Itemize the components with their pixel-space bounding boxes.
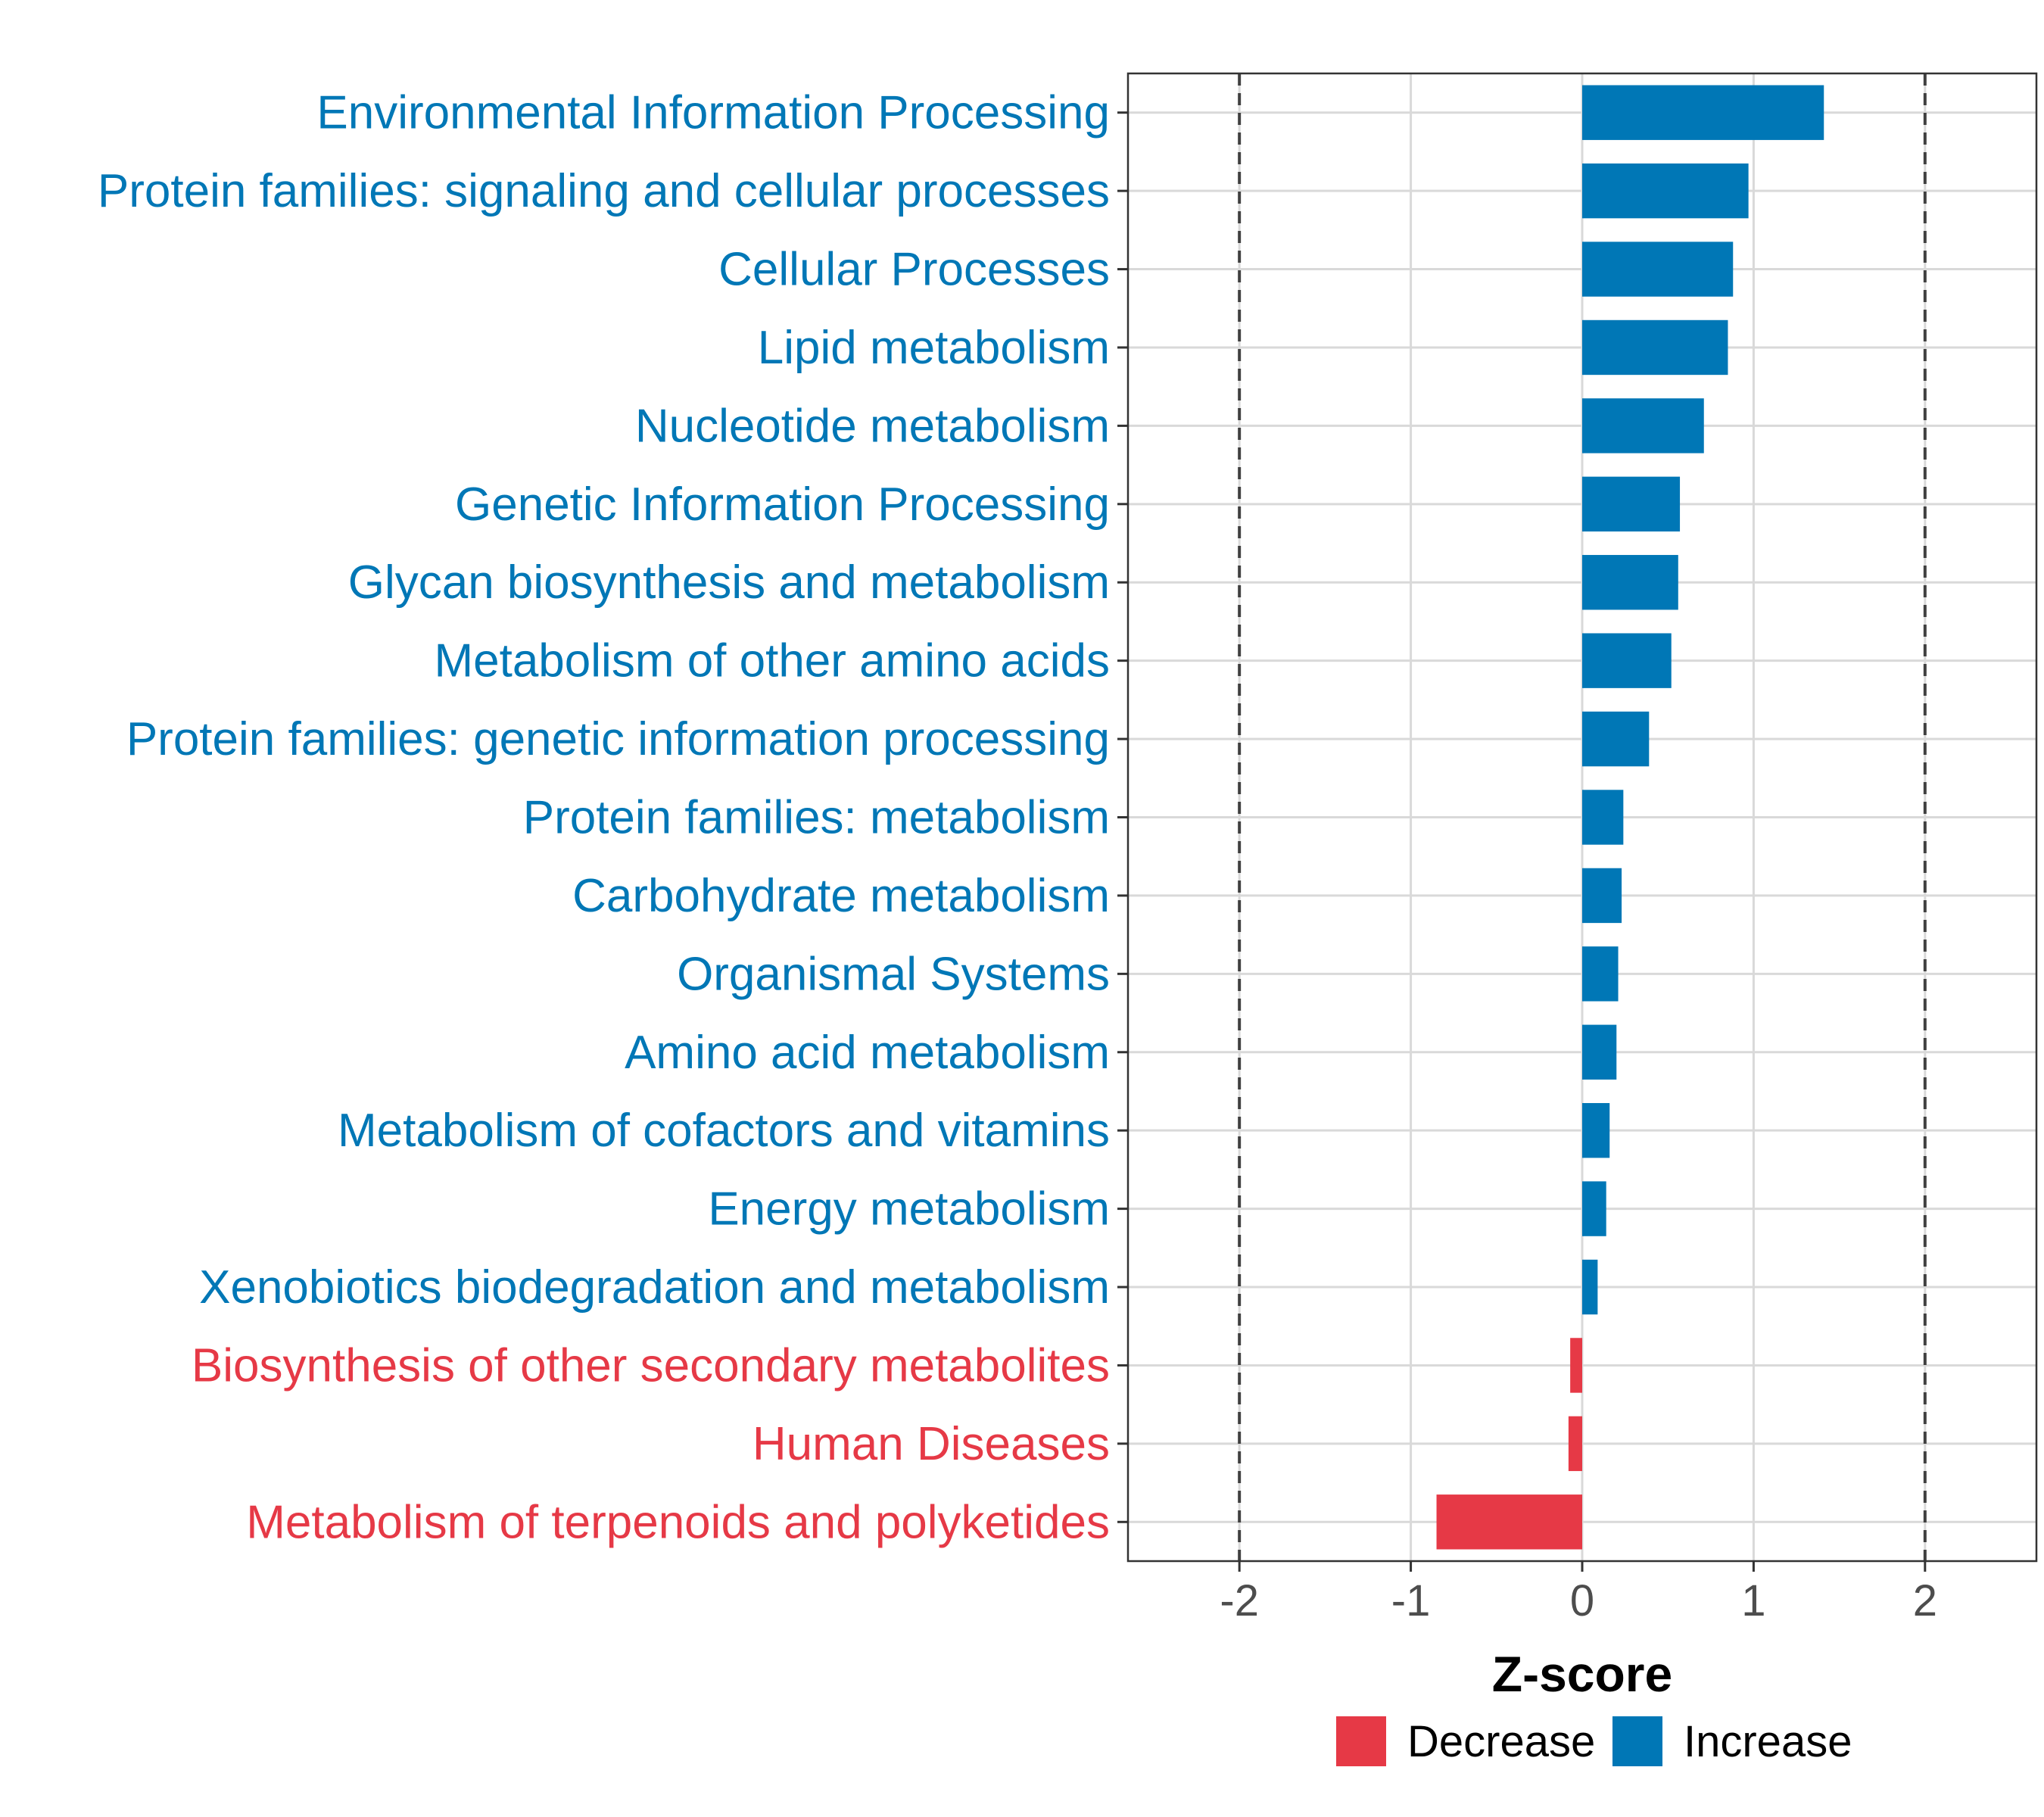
- x-tick-label: 1: [1741, 1576, 1765, 1625]
- bar: [1570, 1338, 1582, 1393]
- y-axis-ticks: [1117, 111, 1128, 1523]
- category-label: Protein families: genetic information pr…: [126, 713, 1110, 765]
- category-label: Nucleotide metabolism: [635, 400, 1110, 452]
- bar: [1582, 398, 1704, 453]
- bar: [1582, 1259, 1598, 1315]
- y-axis-labels: Environmental Information Processing Prot…: [98, 87, 1110, 1549]
- category-label: Protein families: signaling and cellular…: [98, 165, 1110, 217]
- bar: [1582, 1102, 1610, 1158]
- bars: [1436, 85, 1824, 1550]
- x-tick-label: -1: [1391, 1576, 1431, 1625]
- x-axis-title: Z-score: [1492, 1646, 1672, 1702]
- x-tick-label: -2: [1220, 1576, 1259, 1625]
- bar: [1582, 476, 1681, 532]
- category-label: Biosynthesis of other secondary metaboli…: [192, 1339, 1110, 1392]
- bar: [1582, 163, 1749, 219]
- category-label: Organismal Systems: [677, 948, 1110, 1000]
- bar: [1582, 555, 1678, 610]
- x-axis-ticks: -2 -1 0 1 2: [1220, 1561, 1937, 1625]
- category-label: Glycan biosynthesis and metabolism: [348, 556, 1110, 609]
- legend-key: [1612, 1716, 1662, 1766]
- legend-key: [1336, 1716, 1386, 1766]
- category-label: Human Diseases: [752, 1418, 1110, 1470]
- category-label: Metabolism of cofactors and vitamins: [338, 1105, 1110, 1157]
- category-label: Cellular Processes: [718, 244, 1110, 296]
- category-label: Amino acid metabolism: [625, 1027, 1110, 1079]
- reference-lines: [1238, 73, 1927, 1561]
- bar: [1582, 1024, 1617, 1080]
- category-label: Genetic Information Processing: [455, 478, 1110, 531]
- bar: [1568, 1416, 1582, 1472]
- bar: [1582, 868, 1622, 924]
- bar: [1582, 319, 1728, 376]
- x-tick-label: 2: [1913, 1576, 1937, 1625]
- category-label: Energy metabolism: [708, 1183, 1110, 1236]
- bar: [1582, 711, 1650, 767]
- category-label: Protein families: metabolism: [523, 792, 1110, 844]
- bar: [1582, 633, 1672, 688]
- bar: [1582, 85, 1824, 140]
- category-label: Environmental Information Processing: [316, 87, 1110, 139]
- bar: [1582, 790, 1624, 845]
- legend-label: Decrease: [1407, 1717, 1595, 1766]
- legend-label: Increase: [1684, 1717, 1852, 1766]
- bar: [1582, 1181, 1606, 1236]
- x-tick-label: 0: [1570, 1576, 1594, 1625]
- category-label: Carbohydrate metabolism: [572, 870, 1110, 922]
- bar: [1582, 242, 1734, 297]
- category-label: Lipid metabolism: [758, 322, 1110, 374]
- bar: [1582, 946, 1619, 1002]
- bar: [1436, 1494, 1582, 1550]
- category-label: Metabolism of other amino acids: [434, 635, 1110, 687]
- category-label: Metabolism of terpenoids and polyketides: [246, 1496, 1110, 1548]
- legend: Decrease Increase: [1336, 1716, 1852, 1766]
- category-label: Xenobiotics biodegradation and metabolis…: [199, 1261, 1110, 1314]
